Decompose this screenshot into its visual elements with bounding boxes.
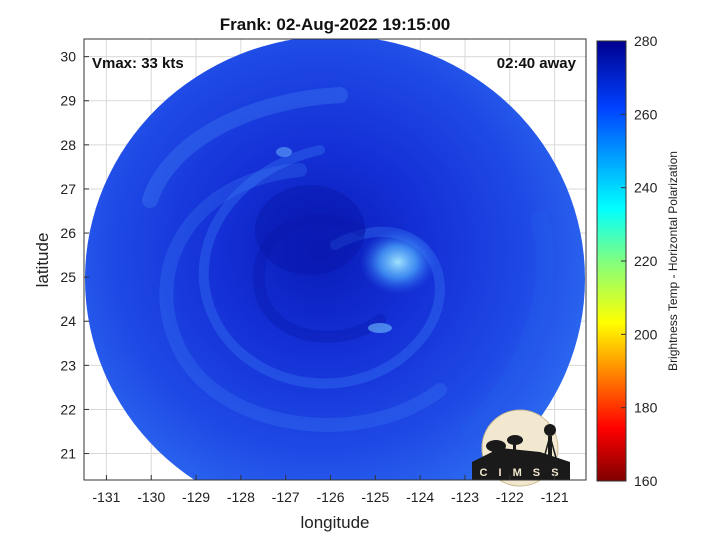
y-tick-label: 24	[60, 313, 76, 329]
y-tick-label: 29	[60, 93, 76, 109]
cimss-logo-icon: C I M S S	[472, 409, 570, 487]
time-away-label: 02:40 away	[497, 55, 577, 72]
plot-area: Vmax: 33 kts 02:40 away C I M S S -131 -1…	[60, 38, 587, 505]
x-tick-label: -129	[182, 489, 210, 505]
colorbar-tick-label: 240	[634, 180, 658, 196]
x-axis-label: longitude	[300, 513, 369, 532]
x-tick-label: -121	[541, 489, 569, 505]
colorbar-tick-label: 200	[634, 326, 658, 342]
colorbar-tick-label: 280	[634, 33, 658, 49]
x-tick-label: -124	[406, 489, 434, 505]
x-tick-label: -126	[317, 489, 345, 505]
satellite-swath	[85, 39, 585, 480]
x-tick-label: -123	[451, 489, 479, 505]
y-tick-label: 21	[60, 446, 76, 462]
storm-core	[255, 185, 365, 275]
colorbar-tick-label: 160	[634, 473, 658, 489]
colorbar-tick-label: 260	[634, 106, 658, 122]
x-tick-label: -122	[496, 489, 524, 505]
y-axis-label: latitude	[33, 233, 52, 288]
x-axis-ticks: -131 -130 -129 -128 -127 -126 -125 -124 -123 -122…	[92, 475, 569, 505]
y-axis-ticks: 21 22 23 24 25 26 27 28 29 30	[60, 49, 89, 462]
bright-convective-patch	[360, 230, 436, 294]
colorbar-tick-label: 180	[634, 400, 658, 416]
plot-border	[83, 38, 587, 481]
colorbar: 160 180 200 220 240 260 280 Brightness Temp - …	[596, 33, 680, 489]
y-tick-label: 22	[60, 401, 76, 417]
y-tick-label: 25	[60, 269, 76, 285]
colorbar-tick-label: 220	[634, 253, 658, 269]
vmax-label: Vmax: 33 kts	[92, 55, 184, 72]
y-tick-label: 28	[60, 137, 76, 153]
y-tick-label: 26	[60, 225, 76, 241]
logo-text: C I M S S	[479, 467, 562, 479]
colorbar-label: Brightness Temp - Horizontal Polarizatio…	[666, 151, 680, 371]
y-tick-label: 30	[60, 49, 76, 65]
bright-streak-patch	[368, 323, 392, 333]
x-tick-label: -125	[361, 489, 389, 505]
y-tick-label: 23	[60, 357, 76, 373]
x-tick-label: -128	[227, 489, 255, 505]
y-tick-label: 27	[60, 181, 76, 197]
colorbar-ticks: 160 180 200 220 240 260 280	[621, 33, 658, 489]
x-tick-label: -131	[92, 489, 120, 505]
microwave-swath-disc	[85, 39, 585, 480]
bright-streak-patch	[276, 147, 292, 157]
map-title: Frank: 02-Aug-2022 19:15:00	[220, 15, 451, 34]
x-tick-label: -127	[272, 489, 300, 505]
x-tick-label: -130	[137, 489, 165, 505]
